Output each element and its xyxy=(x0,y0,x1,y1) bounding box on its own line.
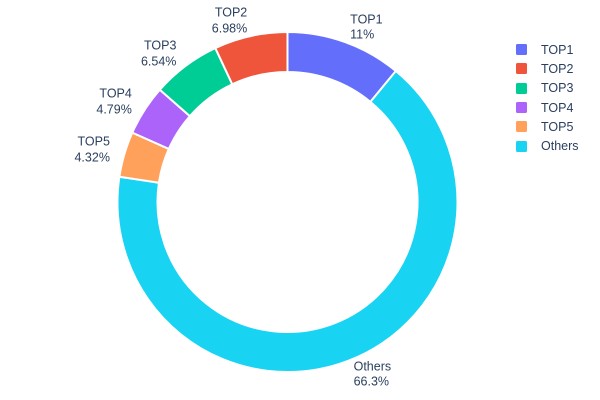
legend-label: Others xyxy=(541,139,579,154)
legend-item-top2[interactable]: TOP2 xyxy=(516,59,579,78)
legend-label: TOP1 xyxy=(541,42,574,57)
legend-label: TOP4 xyxy=(541,100,574,115)
legend-item-top4[interactable]: TOP4 xyxy=(516,98,579,117)
legend-item-top3[interactable]: TOP3 xyxy=(516,79,579,98)
legend-item-top1[interactable]: TOP1 xyxy=(516,40,579,59)
legend-item-top5[interactable]: TOP5 xyxy=(516,117,579,136)
legend-swatch-top2 xyxy=(516,63,527,75)
legend-swatch-top4 xyxy=(516,102,527,114)
slice-others[interactable] xyxy=(116,69,459,373)
legend-swatch-others xyxy=(516,140,527,152)
legend-label: TOP3 xyxy=(541,81,574,96)
legend-swatch-top1 xyxy=(516,44,527,56)
legend-swatch-top5 xyxy=(516,121,527,133)
slice-top2[interactable] xyxy=(213,30,289,86)
legend-swatch-top3 xyxy=(516,82,527,94)
legend-label: TOP5 xyxy=(541,119,574,134)
legend-item-others[interactable]: Others xyxy=(516,136,579,155)
legend-label: TOP2 xyxy=(541,61,574,76)
legend: TOP1 TOP2 TOP3 TOP4 TOP5 Others xyxy=(516,40,579,156)
